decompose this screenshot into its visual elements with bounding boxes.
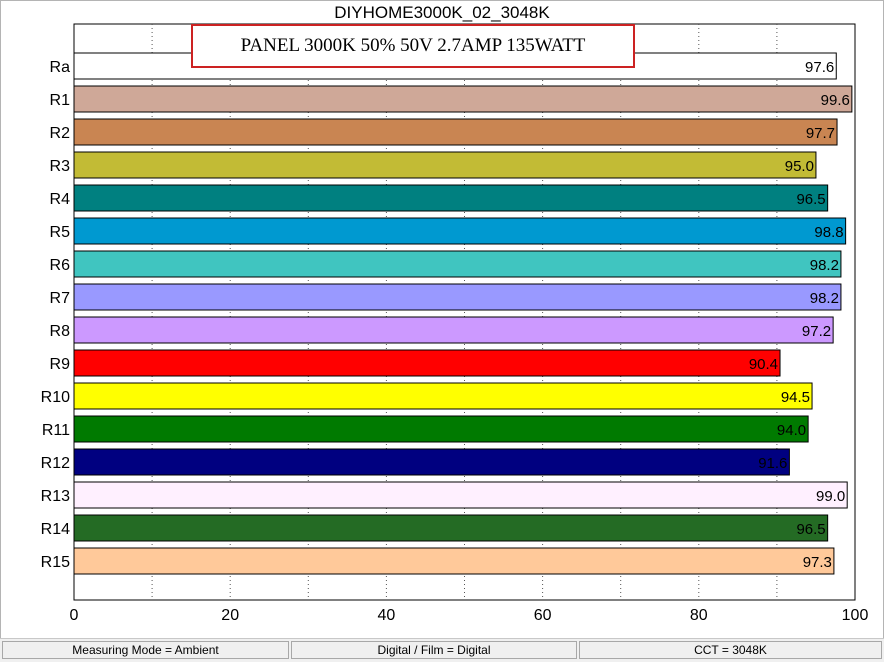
x-axis-ticks: 0 20 40 60 80 100 bbox=[70, 607, 869, 624]
data-label: 90.4 bbox=[749, 356, 778, 373]
bar bbox=[73, 283, 842, 311]
category-label: R6 bbox=[50, 257, 71, 274]
bar bbox=[73, 448, 790, 476]
category-label: R9 bbox=[50, 356, 71, 373]
category-label: R12 bbox=[41, 455, 70, 472]
status-measuring-mode: Measuring Mode = Ambient bbox=[2, 641, 289, 659]
x-tick-label: 40 bbox=[378, 607, 396, 624]
bar bbox=[73, 547, 835, 575]
category-label: R8 bbox=[50, 323, 71, 340]
bar bbox=[73, 382, 813, 410]
bar bbox=[73, 217, 847, 245]
category-label: R1 bbox=[50, 92, 71, 109]
x-tick-label: 20 bbox=[221, 607, 239, 624]
bar bbox=[73, 349, 781, 377]
x-tick-label: 60 bbox=[534, 607, 552, 624]
status-bar: Measuring Mode = Ambient Digital / Film … bbox=[0, 638, 884, 662]
data-label: 98.8 bbox=[814, 224, 843, 241]
data-label: 97.7 bbox=[806, 125, 835, 142]
x-tick-label: 0 bbox=[70, 607, 79, 624]
data-label: 96.5 bbox=[796, 521, 825, 538]
data-label: 95.0 bbox=[785, 158, 814, 175]
data-label: 97.2 bbox=[802, 323, 831, 340]
data-label: 96.5 bbox=[796, 191, 825, 208]
bar bbox=[73, 481, 848, 509]
category-label: R4 bbox=[50, 191, 71, 208]
category-label: R2 bbox=[50, 125, 71, 142]
data-label: 99.0 bbox=[816, 488, 845, 505]
category-label: R15 bbox=[41, 554, 70, 571]
bar bbox=[73, 85, 853, 113]
data-label: 94.5 bbox=[781, 389, 810, 406]
data-label: 98.2 bbox=[810, 257, 839, 274]
x-tick-label: 80 bbox=[690, 607, 708, 624]
category-label: Ra bbox=[50, 59, 71, 76]
annotation-box: PANEL 3000K 50% 50V 2.7AMP 135WATT bbox=[191, 24, 635, 68]
chart-title: DIYHOME3000K_02_3048K bbox=[334, 3, 550, 22]
data-label: 97.3 bbox=[803, 554, 832, 571]
data-label: 98.2 bbox=[810, 290, 839, 307]
data-label: 97.6 bbox=[805, 59, 834, 76]
bar bbox=[73, 184, 829, 212]
data-label: 99.6 bbox=[821, 92, 850, 109]
category-label: R11 bbox=[42, 422, 70, 439]
bar bbox=[73, 118, 838, 146]
x-tick-label: 100 bbox=[842, 607, 869, 624]
category-label: R3 bbox=[50, 158, 71, 175]
bar bbox=[73, 151, 817, 179]
data-label: 91.6 bbox=[758, 455, 787, 472]
status-film: Digital / Film = Digital bbox=[291, 641, 577, 659]
bar-chart: 97.6 99.6 97.7 95.0 96.5 98.8 98.2 98.2 97.2 90.4… bbox=[41, 23, 869, 624]
bars: 97.6 99.6 97.7 95.0 96.5 98.8 98.2 98.2 97.2 90.4… bbox=[73, 52, 853, 575]
bar bbox=[73, 316, 834, 344]
data-label: 94.0 bbox=[777, 422, 806, 439]
category-label: R13 bbox=[41, 488, 70, 505]
category-labels: Ra R1 R2 R3 R4 R5 R6 R7 R8 R9 R10 R11 R12 R13 R14 R15 bbox=[41, 59, 70, 571]
category-label: R10 bbox=[41, 389, 70, 406]
bar bbox=[73, 250, 842, 278]
bar bbox=[73, 415, 809, 443]
category-label: R7 bbox=[50, 290, 71, 307]
category-label: R14 bbox=[41, 521, 70, 538]
status-cct: CCT = 3048K bbox=[579, 641, 882, 659]
bar bbox=[73, 514, 829, 542]
category-label: R5 bbox=[50, 224, 71, 241]
